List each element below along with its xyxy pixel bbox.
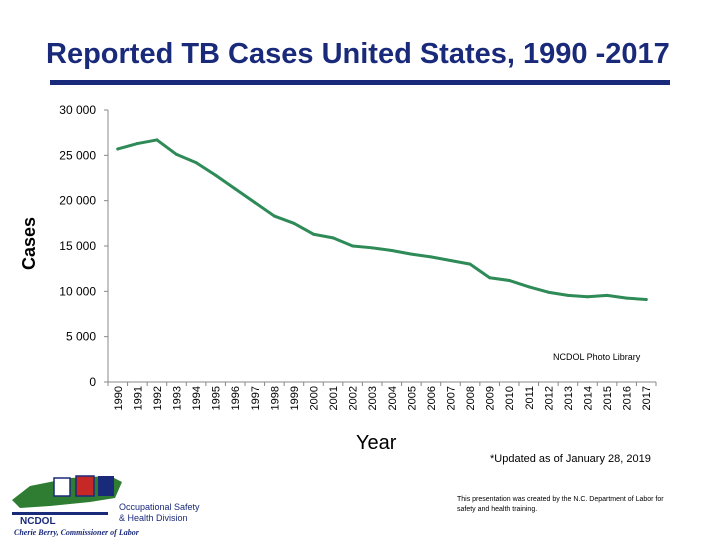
data-point (233, 187, 237, 191)
data-point (625, 296, 629, 300)
x-tick-label: 1991 (132, 386, 144, 410)
data-point (331, 236, 335, 240)
data-point (527, 285, 531, 289)
data-point (468, 262, 472, 266)
data-point (605, 293, 609, 297)
data-point (586, 295, 589, 299)
data-point (351, 244, 355, 248)
data-point (312, 232, 315, 236)
data-point (644, 297, 648, 301)
logo-osh-text: Occupational Safety & Health Division (119, 502, 200, 524)
disclaimer: This presentation was created by the N.C… (457, 496, 664, 513)
x-tick-label: 2017 (641, 386, 653, 410)
data-point (155, 138, 159, 142)
data-point (546, 290, 550, 294)
logo-commissioner-text: Cherie Berry, Commissioner of Labor (14, 528, 139, 537)
x-tick-label: 1992 (152, 386, 164, 410)
x-tick-label: 1995 (211, 386, 223, 410)
x-tick-label: 2009 (485, 386, 497, 410)
y-axis-label: Cases (19, 216, 39, 270)
title-rule (50, 80, 670, 85)
y-tick-label: 30 000 (59, 103, 96, 117)
data-point (409, 252, 413, 256)
y-tick-label: 15 000 (59, 239, 96, 253)
x-tick-label: 2004 (387, 386, 399, 410)
data-point (116, 147, 120, 151)
x-tick-label: 1999 (289, 386, 301, 410)
x-tick-label: 2002 (348, 386, 360, 410)
data-point (507, 278, 511, 282)
x-tick-label: 2013 (563, 386, 575, 410)
data-point (429, 255, 433, 259)
photo-credit: NCDOL Photo Library (553, 352, 641, 362)
logo-osh-line2: & Health Division (119, 513, 188, 523)
data-point (370, 246, 374, 250)
logo-osh-line1: Occupational Safety (119, 502, 200, 512)
x-tick-label: 2007 (446, 386, 458, 410)
y-tick-label: 5 000 (66, 330, 96, 344)
y-tick-label: 25 000 (59, 148, 96, 162)
series-line (116, 138, 648, 301)
x-tick-label: 2008 (465, 386, 477, 410)
worker-icon (53, 477, 71, 497)
data-point (566, 293, 570, 297)
logo-underline (12, 512, 108, 515)
x-tick-label: 1998 (269, 386, 281, 410)
x-tick-label: 2016 (622, 386, 634, 410)
x-tick-label: 1994 (191, 386, 203, 410)
data-point (272, 214, 276, 218)
y-tick-label: 0 (89, 375, 96, 389)
data-point (194, 161, 198, 165)
footnote: *Updated as of January 28, 2019 (490, 453, 651, 465)
x-tick-label: 1997 (250, 386, 262, 410)
y-tick-label: 10 000 (59, 284, 96, 298)
x-tick-label: 2012 (543, 386, 555, 410)
data-point (214, 173, 218, 177)
data-point (488, 276, 492, 280)
data-point (135, 142, 139, 146)
ncdol-logo (12, 475, 122, 515)
x-tick-label: 2001 (328, 386, 340, 410)
x-tick-label: 2011 (524, 386, 536, 410)
x-tick-label: 2003 (367, 386, 379, 410)
x-axis-label: Year (356, 432, 397, 454)
data-point (449, 259, 452, 263)
x-tick-label: 2015 (602, 386, 614, 410)
x-tick-label: 1990 (113, 386, 125, 410)
x-tick-label: 2005 (406, 386, 418, 410)
logo-ncdol-text: NCDOL (20, 516, 56, 527)
x-tick-label: 1996 (230, 386, 242, 410)
x-tick-label: 2006 (426, 386, 438, 410)
x-tick-label: 1993 (172, 386, 184, 410)
y-tick-label: 20 000 (59, 194, 96, 208)
x-tick-label: 2010 (504, 386, 516, 410)
data-point (292, 221, 296, 225)
data-point (390, 249, 394, 253)
x-tick-label: 2014 (583, 386, 595, 410)
family-icon (75, 475, 95, 497)
page-title: Reported TB Cases United States, 1990 -2… (46, 38, 670, 70)
data-point (253, 200, 257, 204)
x-tick-label: 2000 (309, 386, 321, 410)
data-point (175, 152, 178, 156)
building-icon (98, 476, 114, 496)
